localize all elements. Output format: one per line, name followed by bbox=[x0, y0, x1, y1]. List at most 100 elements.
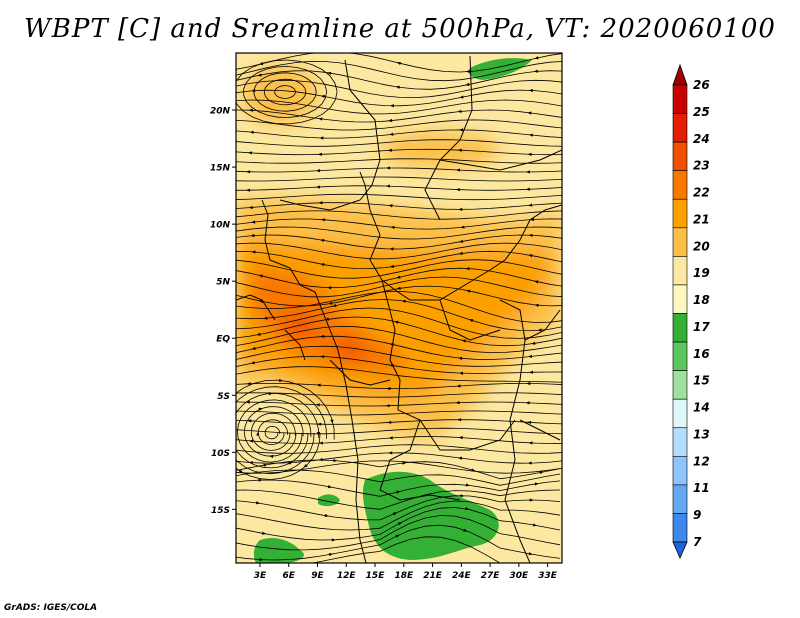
streamline-arrow bbox=[465, 69, 470, 74]
colorbar-swatch bbox=[672, 341, 688, 371]
streamline-arrow bbox=[257, 73, 262, 77]
streamline-arrow bbox=[250, 361, 255, 365]
streamline-arrow bbox=[320, 334, 325, 338]
streamline-arrow bbox=[396, 286, 401, 290]
streamline-arrow bbox=[465, 507, 470, 511]
streamline-arrow bbox=[455, 168, 461, 172]
streamline-arrow bbox=[246, 382, 251, 386]
streamline-arrow bbox=[385, 404, 390, 408]
streamline-arrow bbox=[396, 490, 401, 494]
streamline-arrow bbox=[385, 166, 391, 170]
colorbar-label: 23 bbox=[693, 159, 710, 173]
streamline-arrow bbox=[531, 341, 536, 345]
streamline-arrow bbox=[529, 217, 535, 222]
lon-tick-label: 33E bbox=[538, 571, 558, 581]
colorbar-swatch bbox=[672, 141, 688, 171]
lon-tick-label: 15E bbox=[366, 571, 386, 581]
streamline-arrow bbox=[537, 328, 542, 332]
streamline bbox=[236, 60, 562, 82]
lon-tick-label: 18E bbox=[394, 571, 414, 581]
streamline bbox=[236, 316, 562, 347]
streamline-arrow bbox=[246, 170, 251, 174]
streamline-arrow bbox=[303, 464, 308, 468]
lon-tick-label: 21E bbox=[423, 571, 443, 581]
streamline-arrow bbox=[527, 461, 532, 465]
streamline-arrow bbox=[315, 185, 320, 189]
streamline-arrow bbox=[389, 264, 395, 268]
streamline-arrow bbox=[534, 56, 539, 60]
streamline bbox=[236, 436, 562, 444]
streamline bbox=[236, 489, 561, 510]
streamline bbox=[236, 285, 562, 307]
streamline-arrow bbox=[457, 109, 462, 113]
streamline bbox=[236, 176, 562, 182]
streamline-arrow bbox=[258, 478, 263, 482]
colorbar-label: 12 bbox=[693, 454, 710, 468]
lat-tick-label: 20N bbox=[210, 107, 231, 117]
streamline-arrow bbox=[333, 458, 338, 463]
lon-tick-label: 9E bbox=[311, 571, 324, 581]
streamline-arrow bbox=[401, 299, 406, 303]
colorbar-swatch bbox=[672, 313, 688, 343]
lon-tick-label: 6E bbox=[283, 571, 296, 581]
streamline-arrow bbox=[230, 438, 234, 442]
streamline bbox=[236, 345, 562, 367]
streamline-arrow bbox=[256, 431, 260, 436]
streamline-arrow bbox=[386, 386, 391, 391]
colorbar-top-arrow bbox=[672, 63, 688, 86]
colorbar-label: 9 bbox=[693, 508, 701, 522]
streamline-arrow bbox=[317, 152, 322, 156]
streamline-arrow bbox=[316, 383, 321, 387]
country-borders bbox=[236, 55, 562, 563]
streamline bbox=[236, 167, 562, 173]
streamline bbox=[237, 399, 312, 463]
streamline bbox=[236, 226, 562, 240]
colorbar-label: 17 bbox=[693, 320, 710, 334]
colorbar-label: 26 bbox=[693, 78, 710, 92]
streamline-arrow bbox=[250, 233, 255, 238]
colorbar-label: 16 bbox=[693, 347, 710, 361]
lon-tick-label: 30E bbox=[510, 571, 530, 581]
streamline-arrow bbox=[397, 522, 403, 526]
streamline bbox=[236, 210, 562, 220]
streamline-arrow bbox=[458, 251, 463, 255]
streamline bbox=[236, 379, 335, 480]
streamline bbox=[236, 401, 562, 407]
streamline-arrow bbox=[320, 218, 325, 222]
streamline bbox=[236, 148, 562, 156]
lat-tick-label: EQ bbox=[216, 335, 230, 345]
streamline-arrow bbox=[247, 419, 252, 423]
colorbar-label: 22 bbox=[693, 186, 710, 200]
streamline bbox=[236, 500, 561, 531]
streamline bbox=[236, 259, 562, 279]
streamline-arrow bbox=[320, 354, 325, 359]
streamline-arrow bbox=[318, 441, 323, 445]
streamline bbox=[236, 139, 562, 147]
streamline-arrow bbox=[466, 289, 471, 293]
streamline bbox=[236, 495, 561, 521]
field-22-band bbox=[250, 269, 404, 372]
streamline-arrow bbox=[458, 207, 463, 212]
streamline bbox=[243, 65, 327, 118]
streamlines bbox=[230, 53, 562, 563]
streamline-arrow bbox=[458, 436, 463, 440]
colorbar-swatch bbox=[672, 427, 688, 457]
colorbar-label: 25 bbox=[693, 105, 710, 119]
streamline-arrow bbox=[458, 239, 464, 243]
streamline bbox=[236, 119, 562, 131]
streamline-arrow bbox=[402, 461, 407, 465]
streamline bbox=[236, 59, 338, 125]
streamline-arrow bbox=[389, 247, 394, 251]
streamline-arrow bbox=[456, 384, 461, 388]
streamline-arrow bbox=[465, 82, 470, 86]
streamline-arrow bbox=[388, 118, 393, 123]
streamline-arrow bbox=[388, 451, 393, 455]
colorbar-swatch bbox=[672, 513, 688, 543]
streamline-arrow bbox=[534, 280, 539, 284]
streamline bbox=[236, 452, 562, 464]
lon-tick-label: 3E bbox=[254, 571, 267, 581]
streamline bbox=[236, 276, 562, 298]
streamline bbox=[274, 85, 296, 99]
streamline-arrow bbox=[248, 108, 253, 112]
streamline bbox=[236, 469, 561, 486]
